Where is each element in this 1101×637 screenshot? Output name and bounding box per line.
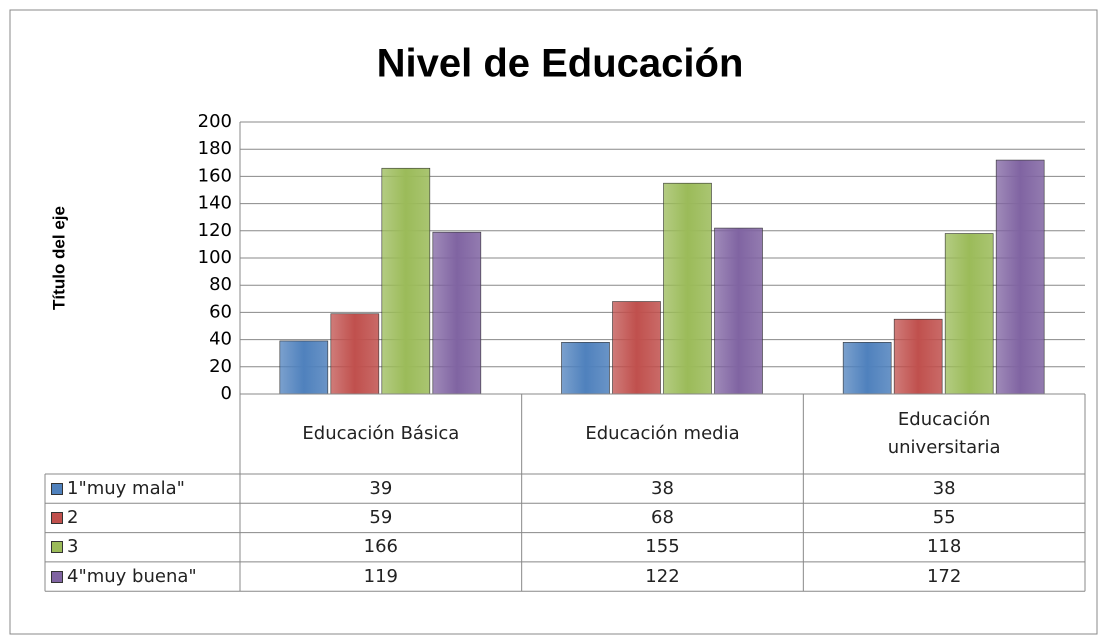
chart-title: Nivel de Educación [377,42,744,86]
y-tick-label: 180 [198,138,232,159]
bar [330,313,380,395]
legend-entry: 4"muy buena" [45,562,240,591]
table-value: 122 [645,565,680,587]
legend-key [51,511,63,524]
y-axis-label: Título del eje [49,206,68,310]
y-tick-label: 200 [198,111,232,132]
bar [842,342,892,395]
bar [432,231,482,395]
y-tick-label: 60 [209,301,232,322]
legend-key [51,570,63,583]
y-tick-label: 40 [209,329,232,350]
table-value: 38 [932,477,956,499]
y-tick-label: 120 [198,220,232,241]
legend-entry: 2 [45,503,240,532]
bar [279,340,329,395]
table-value: 55 [932,506,956,528]
table-value: 68 [651,506,674,528]
bar [561,342,610,395]
category-label: Educación universitaria [887,409,1001,458]
y-tick-label: 20 [209,356,232,377]
bar [381,167,431,395]
table-value: 118 [926,536,962,558]
category-label: Educación media [585,423,740,444]
table-value: 172 [926,565,962,587]
category-label: Educación Básica [302,423,460,444]
legend-entry: 1"muy mala" [45,474,240,503]
legend-key [51,482,63,495]
table-value: 59 [369,506,393,528]
bar [893,318,943,395]
y-tick-label: 160 [198,165,232,186]
legend-key [51,541,63,554]
table-value: 39 [369,477,393,499]
bar [944,233,994,395]
y-tick-label: 100 [198,247,232,268]
bar [714,227,763,395]
table-value: 38 [651,477,674,499]
legend-entry: 3 [45,533,240,562]
y-tick-label: 140 [198,193,232,214]
table-value: 155 [645,536,680,558]
bar [995,159,1045,395]
bar [663,182,712,395]
table-value: 166 [363,536,398,558]
y-tick-label: 80 [209,274,232,295]
bar [612,301,661,395]
table-value: 119 [363,565,398,587]
y-tick-label: 0 [221,383,232,404]
